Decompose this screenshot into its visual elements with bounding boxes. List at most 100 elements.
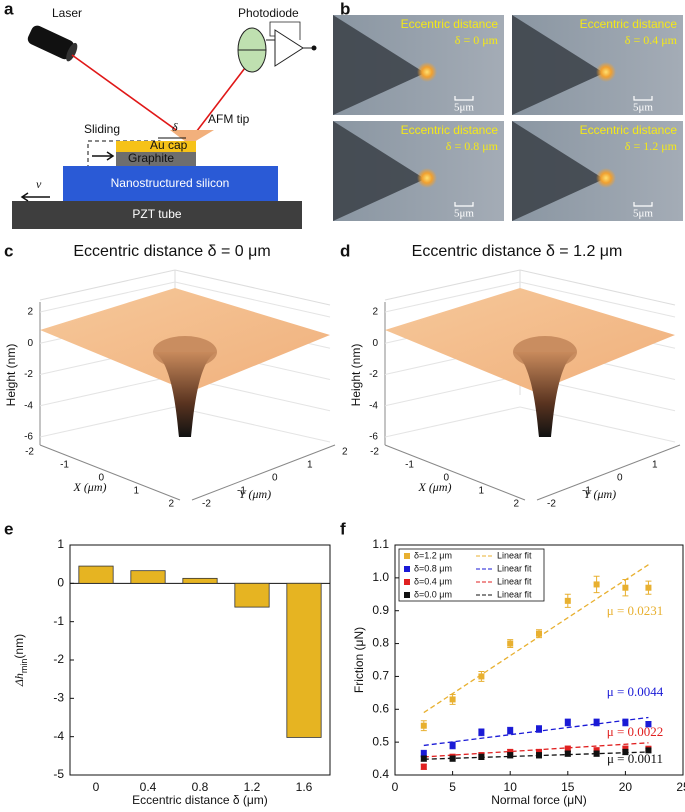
scale-label: 5μm (454, 102, 474, 114)
y-label: Y (μm) (239, 487, 271, 501)
y-tick-label: -2 (53, 652, 64, 666)
x-tick-label: -1 (60, 460, 69, 471)
panel-label: e (4, 519, 13, 538)
photodiode-icon (237, 21, 317, 73)
tip-label: AFM tip (208, 112, 250, 126)
point (449, 742, 456, 749)
bar (234, 582, 270, 608)
y-tick-label: 0.6 (372, 701, 389, 715)
panel-label: a (4, 0, 14, 18)
point (645, 747, 652, 754)
graphite (116, 152, 196, 166)
cap-label: Au cap (150, 138, 188, 152)
point (622, 745, 629, 752)
y-label-part: Δh (12, 673, 26, 687)
funnel (153, 352, 217, 437)
sliding-label: Sliding (84, 122, 120, 136)
micrograph-label: Eccentric distance (401, 123, 499, 137)
x-tick-label: 2 (513, 499, 519, 510)
point (622, 584, 629, 591)
y-axis (191, 444, 336, 501)
point (536, 726, 542, 732)
legend-label: δ=1.2 μm (414, 550, 452, 560)
micrograph-delta: δ = 0.8 μm (446, 139, 499, 153)
fit-line (423, 564, 649, 714)
legend-label: δ=0.4 μm (414, 576, 452, 586)
y-tick-label: 0.9 (372, 603, 389, 617)
point (420, 755, 427, 762)
surface-title: Eccentric distance δ = 1.2 μm (412, 243, 623, 260)
grid-line (174, 281, 331, 318)
y-tick-label: 0 (617, 473, 623, 484)
x-axis (384, 444, 526, 501)
grid-line (39, 406, 176, 438)
micrograph-label: Eccentric distance (580, 17, 678, 31)
funnel (513, 352, 577, 437)
bar (130, 570, 166, 584)
schematic: a Laser Photodiode AFM tip Sliding δ Au … (4, 0, 317, 229)
grid-line (39, 281, 176, 313)
panel-label: d (340, 241, 350, 260)
legend-label: Linear fit (497, 550, 532, 560)
grid-line (519, 281, 676, 318)
delta-label: δ (172, 120, 178, 134)
point (622, 719, 629, 726)
point (478, 673, 485, 680)
laser-icon (27, 25, 78, 62)
legend-label: Linear fit (497, 563, 532, 573)
point (536, 752, 542, 759)
panel-label: c (4, 241, 13, 260)
point (536, 749, 542, 755)
x-tick-label: 20 (619, 780, 633, 794)
x-tick-label: 0 (98, 473, 104, 484)
annotation: μ = 0.0011 (607, 751, 663, 766)
cantilever (333, 15, 425, 115)
x-tick-label: -2 (25, 447, 34, 458)
z-tick-label: -2 (24, 369, 33, 380)
point (622, 749, 629, 755)
legend-label: Linear fit (497, 576, 532, 586)
box-edge (174, 269, 331, 306)
legend-label: Linear fit (497, 589, 532, 599)
x-tick-label: 1 (478, 486, 484, 497)
legend-frame (398, 548, 545, 602)
cantilever (512, 15, 604, 115)
x-tick-label: 0 (443, 473, 449, 484)
y-tick-label: -2 (202, 499, 211, 510)
point (564, 597, 571, 604)
y-label-part: min (19, 659, 29, 674)
point (593, 747, 600, 754)
bar (286, 582, 322, 738)
laser-label: Laser (52, 6, 82, 20)
arrow (92, 151, 115, 161)
y-tick-label: -3 (53, 691, 64, 705)
legend-marker (404, 592, 410, 598)
point (420, 763, 427, 770)
y-tick-label: 0.7 (372, 669, 389, 683)
x-tick-label: 1.2 (244, 780, 261, 794)
point (564, 745, 571, 752)
y-tick-label: 0 (57, 576, 64, 590)
x-tick-label: 25 (676, 780, 685, 794)
x-tick-label: 15 (561, 780, 575, 794)
y-tick-label: 0.8 (372, 636, 389, 650)
legend-marker (404, 553, 410, 559)
bright-spot (596, 62, 616, 82)
surface-plot: Eccentric distance δ = 1.2 μm 2 0 -2 -4 -6 Hei… (349, 243, 681, 510)
grid-line (39, 375, 176, 407)
x-tick-label: 1 (133, 486, 139, 497)
z-tick-label: -4 (369, 400, 378, 411)
cantilever (512, 121, 604, 221)
point (593, 750, 600, 757)
plot-frame (394, 544, 684, 776)
x-label: Normal force (μN) (491, 793, 587, 807)
y-axis (536, 444, 681, 501)
photodiode-label: Photodiode (238, 6, 299, 20)
z-tick-label: 2 (27, 307, 33, 318)
legend-marker (404, 579, 410, 585)
z-label: Height (nm) (349, 344, 363, 407)
z-label: Height (nm) (4, 344, 18, 407)
box-edge (39, 269, 176, 301)
point (449, 696, 456, 703)
